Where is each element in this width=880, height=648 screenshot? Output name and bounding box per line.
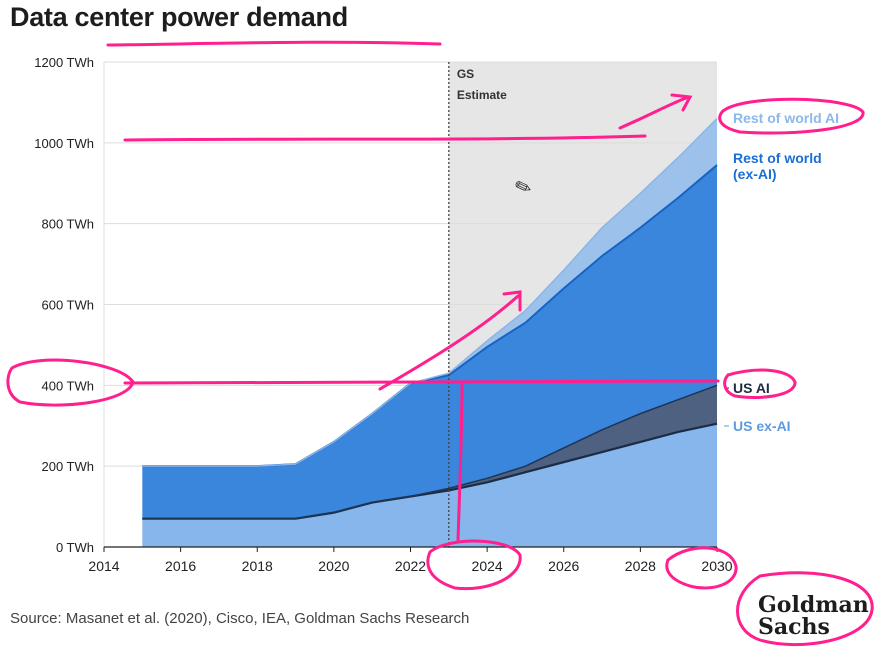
pink-annotation-stroke	[426, 539, 522, 591]
pink-annotation-stroke	[502, 290, 522, 312]
y-tick-label: 400 TWh	[41, 378, 94, 393]
y-tick-label: 1000 TWh	[34, 136, 94, 151]
logo-line-2: Sachs	[758, 614, 830, 640]
logo-line-1: Goldman	[758, 592, 869, 618]
x-tick-label: 2022	[395, 558, 426, 574]
x-tick-label: 2026	[548, 558, 579, 574]
estimate-label-line1: GS	[457, 67, 474, 81]
legend: Rest of world AI Rest of world(ex-AI) US A…	[724, 110, 839, 434]
stacked-areas	[142, 118, 718, 547]
pink-annotation-stroke	[736, 571, 874, 647]
legend-label: US ex-AI	[733, 418, 791, 434]
annotation-marks	[6, 40, 874, 647]
pink-annotation-stroke	[6, 358, 135, 407]
pink-annotation-stroke	[665, 546, 738, 590]
pink-annotation-stroke	[456, 381, 464, 542]
x-tick-label: 2016	[165, 558, 196, 574]
axes: 0 TWh 200 TWh 400 TWh 600 TWh 800 TWh 1000 TW…	[34, 55, 733, 574]
pink-annotation-stroke	[618, 96, 688, 130]
source-note: Source: Masanet et al. (2020), Cisco, IE…	[10, 610, 470, 627]
series-line	[142, 384, 718, 520]
x-tick-label: 2028	[625, 558, 656, 574]
pink-annotation-stroke	[123, 134, 647, 142]
goldman-sachs-logo: Goldman Sachs	[758, 594, 869, 638]
legend-label: (ex-AI)	[733, 166, 777, 182]
y-tick-label: 800 TWh	[41, 217, 94, 232]
y-tick-label: 600 TWh	[41, 298, 94, 313]
area-us-ex-ai	[142, 423, 717, 547]
x-tick-label: 2024	[472, 558, 503, 574]
pink-annotation-stroke	[718, 97, 865, 135]
legend-label: Rest of world AI	[733, 110, 839, 126]
y-tick-label: 1200 TWh	[34, 55, 94, 70]
pink-annotation-stroke	[723, 368, 797, 399]
legend-label: Rest of world	[733, 150, 822, 166]
series-line	[142, 118, 718, 467]
pink-annotation-stroke	[123, 379, 720, 385]
area-rest-of-world-ex-ai-	[142, 165, 717, 519]
estimate-label-line2: Estimate	[457, 88, 507, 102]
x-tick-label: 2018	[242, 558, 273, 574]
legend-label: US AI	[733, 380, 770, 396]
y-tick-label: 0 TWh	[56, 540, 94, 555]
x-tick-label: 2014	[88, 558, 119, 574]
x-tick-label: 2020	[318, 558, 349, 574]
pink-annotation-stroke	[670, 93, 693, 112]
x-tick-label: 2030	[701, 558, 732, 574]
y-tick-label: 200 TWh	[41, 459, 94, 474]
chart-title: Data center power demand	[10, 2, 348, 32]
pink-annotation-stroke	[106, 40, 442, 47]
pink-annotation-stroke	[378, 294, 520, 391]
